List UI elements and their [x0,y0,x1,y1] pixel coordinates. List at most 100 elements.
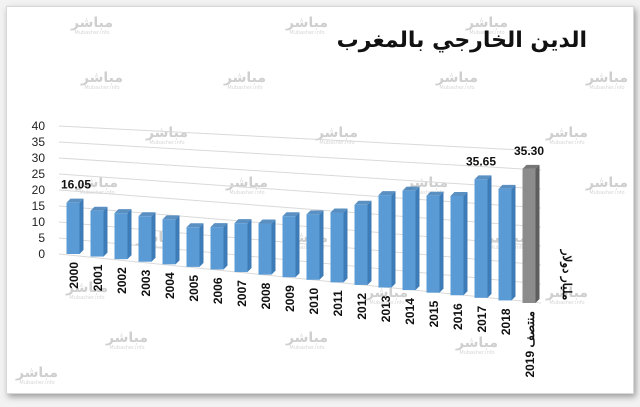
watermark-subtext: Mubasher.info [589,190,624,196]
bar-top [258,219,276,224]
bar-front [66,202,80,254]
bar [522,164,540,303]
data-labels: 16.05 35.65 35.30 [61,144,544,192]
bar-front [330,212,344,283]
watermark-logo: مباشر [75,175,118,191]
watermark-subtext: Mubasher.info [409,190,444,196]
watermark-logo: مباشر [545,285,588,301]
x-tick-label: 2008 [259,282,273,309]
bars-layer [66,164,540,303]
bar-side [439,191,444,293]
bar-top [66,198,84,203]
bar-front [258,223,272,275]
y-tick-label: 25 [32,167,46,181]
bar-side [79,198,84,254]
bar-side [511,184,516,301]
bar-front [114,213,128,260]
bar [426,191,444,293]
watermark-subtext: Mubasher.info [69,295,104,301]
x-tick-label: 2005 [187,275,201,302]
bar-side [247,219,252,273]
unit-label: مليار دولار [559,249,574,301]
watermark-logo: مباشر [585,70,628,86]
watermark-subtext: Mubasher.info [319,140,354,146]
bar-front [162,219,176,265]
bar [474,175,492,298]
watermark-logo: مباشر [65,280,108,296]
y-axis: 0 5 10 15 20 25 30 35 40 [32,119,46,261]
bar-side [535,164,540,303]
chart-title: الدين الخارجي بالمغرب [337,28,587,53]
bar-side [367,200,372,285]
data-label: 16.05 [61,178,91,192]
watermark-logo: مباشر [145,125,188,141]
x-tick-label: 2018 [499,308,513,335]
bar-side [151,212,156,262]
bar [138,212,156,262]
watermark-subtext: Mubasher.info [109,345,144,351]
bar-front [402,190,416,291]
x-tick-label: 2006 [211,277,225,304]
x-tick-label: 2015 [427,300,441,327]
bar-side [271,219,276,275]
watermark-logo: مباشر [365,285,408,301]
x-tick-label: 2002 [115,267,129,294]
watermark-logo: مباشر [105,330,148,346]
bar [450,191,468,296]
watermark-logo: مباشر [545,125,588,141]
bar-front [282,216,296,278]
grid-line [58,173,542,209]
bar-front [378,195,392,288]
bar-side [343,208,348,283]
bar-top [114,209,132,214]
bar [498,184,516,301]
y-tick-label: 15 [32,199,46,213]
watermark-subtext: Mubasher.info [549,300,584,306]
y-tick-label: 0 [38,247,45,261]
grid-line [58,125,542,152]
bar-side [463,191,468,296]
bar-top [426,191,444,196]
data-label: 35.65 [466,154,496,168]
x-tick-label: 2000 [67,262,81,289]
x-tick-label: 2010 [307,287,321,314]
y-tick-label: 5 [38,231,45,245]
bar-top [186,223,204,228]
bar-side [127,209,132,260]
watermark-layer: مباشرMubasher.infoمباشرMubasher.infoمباش… [15,15,628,386]
x-tick-label: 2009 [283,285,297,312]
watermark-logo: مباشر [80,70,123,86]
bar-side [487,175,492,298]
data-label: 35.30 [514,144,544,158]
watermark-subtext: Mubasher.info [459,350,494,356]
watermark-subtext: Mubasher.info [139,245,174,251]
bar [354,200,372,285]
watermark-subtext: Mubasher.info [469,30,504,36]
bar-top [282,212,300,217]
bar [210,223,228,270]
y-tick-label: 10 [32,215,46,229]
bar-front [498,188,512,301]
bar-front [426,195,440,293]
x-tick-label: 2012 [355,293,369,320]
bar [282,212,300,278]
bar [186,223,204,267]
bar [306,210,324,280]
bar [258,219,276,275]
watermark-subtext: Mubasher.info [84,85,119,91]
watermark-subtext: Mubasher.info [289,345,324,351]
bar-front [186,227,200,267]
bar-side [175,215,180,265]
watermark-subtext: Mubasher.info [229,190,264,196]
x-tick-label: 2017 [475,306,489,333]
bar [330,208,348,283]
watermark-subtext: Mubasher.info [149,140,184,146]
bar-front [90,210,104,257]
bar-top [138,212,156,217]
bar-side [223,223,228,270]
bar-top [378,191,396,196]
x-axis: 2000 2001 2002 2003 2004 2005 2006 2007 2008 2009… [67,262,537,378]
x-tick-label: منتصف 2019 [523,311,537,378]
watermark-logo: مباشر [223,70,266,86]
bar-front [234,223,248,273]
